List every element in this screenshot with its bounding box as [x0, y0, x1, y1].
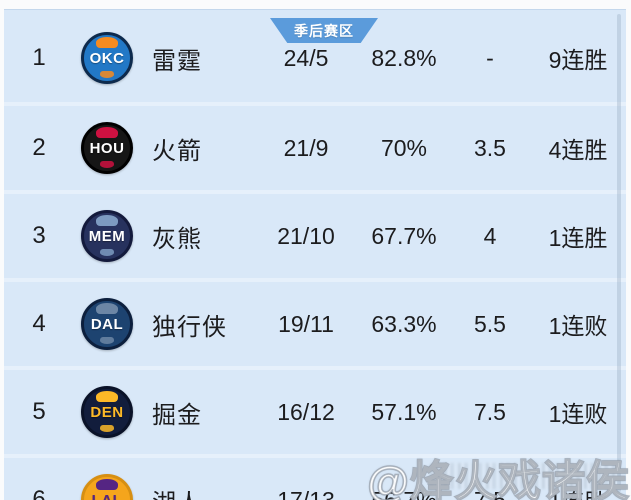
- team-rank: 6: [32, 486, 46, 500]
- team-name: 雷霆: [152, 47, 202, 75]
- lal-lakers-logo-icon: LAL: [81, 474, 133, 500]
- team-name: 湖人: [140, 483, 254, 500]
- team-abbr-label: DEN: [90, 403, 124, 421]
- team-abbr-label: HOU: [89, 139, 125, 157]
- standings-rows: 1 OKC 雷霆 24/5 82.8% - 9连胜 2 HOU 火箭 21/9 70% 3.5 4连胜 3 M…: [4, 14, 626, 500]
- logo-accent: [96, 303, 118, 314]
- team-logo-cell: OKC: [74, 32, 140, 84]
- team-record: 21/9: [283, 134, 329, 161]
- standings-row[interactable]: 5 DEN 掘金 16/12 57.1% 7.5 1连败: [4, 366, 626, 454]
- team-name: 火箭: [152, 137, 202, 165]
- team-games-behind: 7.5: [474, 398, 506, 425]
- team-logo-cell: MEM: [74, 210, 140, 262]
- playoff-zone-badge: 季后赛区: [270, 18, 378, 43]
- team-rank: 5: [32, 398, 46, 425]
- standings-row[interactable]: 3 MEM 灰熊 21/10 67.7% 4 1连胜: [4, 190, 626, 278]
- team-streak: 1连胜: [530, 483, 626, 500]
- team-games-behind: 3.5: [474, 134, 506, 161]
- den-nuggets-logo-icon: DEN: [81, 386, 133, 438]
- team-rank: 1: [32, 44, 46, 71]
- logo-accent-bottom: [100, 337, 114, 344]
- logo-accent: [96, 391, 118, 402]
- standings-row[interactable]: 2 HOU 火箭 21/9 70% 3.5 4连胜: [4, 102, 626, 190]
- logo-accent: [96, 479, 118, 490]
- team-record: 19/11: [278, 310, 334, 337]
- team-record: 24/5: [283, 44, 329, 71]
- team-record: 16/12: [277, 398, 335, 425]
- okc-thunder-logo-icon: OKC: [81, 32, 133, 84]
- standings-table: 季后赛区 1 OKC 雷霆 24/5 82.8% - 9连胜 2 HOU 火箭 21/9 70% 3.5…: [4, 9, 626, 500]
- mem-grizzlies-logo-icon: MEM: [81, 210, 133, 262]
- team-streak: 4连胜: [548, 137, 608, 163]
- team-abbr-label: OKC: [89, 49, 125, 67]
- team-win-pct: 57.1%: [371, 398, 437, 425]
- team-abbr-label: DAL: [90, 315, 124, 333]
- team-record: 21/10: [277, 222, 335, 249]
- team-abbr-label: MEM: [88, 227, 126, 245]
- standings-row[interactable]: 4 DAL 独行侠 19/11 63.3% 5.5 1连败: [4, 278, 626, 366]
- dal-mavericks-logo-icon: DAL: [81, 298, 133, 350]
- team-logo-cell: LAL: [74, 474, 140, 500]
- team-games-behind: 4: [483, 222, 497, 249]
- team-games-behind: -: [486, 44, 494, 71]
- logo-accent: [96, 215, 118, 226]
- team-name: 独行侠: [152, 313, 227, 341]
- logo-accent: [96, 127, 118, 138]
- standings-row[interactable]: 1 OKC 雷霆 24/5 82.8% - 9连胜: [4, 14, 626, 102]
- scrollbar[interactable]: [617, 14, 621, 492]
- team-games-behind: 7.5: [474, 486, 506, 500]
- team-abbr-label: LAL: [91, 491, 123, 500]
- team-win-pct: 82.8%: [371, 44, 437, 71]
- standings-row[interactable]: 6 LAL 湖人 17/13 56.7% 7.5 1连胜: [4, 454, 626, 500]
- team-win-pct: 63.3%: [371, 310, 437, 337]
- team-rank: 4: [32, 310, 46, 337]
- logo-accent-bottom: [100, 249, 114, 256]
- team-record: 17/13: [277, 486, 335, 500]
- team-streak: 9连胜: [548, 47, 608, 73]
- team-streak: 1连败: [548, 313, 608, 339]
- team-logo-cell: DAL: [74, 298, 140, 350]
- team-streak: 1连败: [548, 401, 608, 427]
- team-logo-cell: DEN: [74, 386, 140, 438]
- author-watermark: @烽火戏诸侯: [366, 457, 630, 500]
- team-win-pct: 56.7%: [371, 486, 437, 500]
- logo-accent-bottom: [100, 425, 114, 432]
- logo-accent-bottom: [100, 71, 114, 78]
- team-rank: 2: [32, 134, 46, 161]
- team-name: 掘金: [152, 401, 202, 429]
- team-win-pct: 70%: [380, 134, 428, 161]
- team-streak: 1连胜: [548, 225, 608, 251]
- team-logo-cell: HOU: [74, 122, 140, 174]
- team-rank: 3: [32, 222, 46, 249]
- secondary-watermark-artifact: [430, 463, 620, 489]
- team-name: 灰熊: [152, 225, 202, 253]
- hou-rockets-logo-icon: HOU: [81, 122, 133, 174]
- team-games-behind: 5.5: [474, 310, 506, 337]
- team-win-pct: 67.7%: [371, 222, 437, 249]
- logo-accent: [96, 37, 118, 48]
- logo-accent-bottom: [100, 161, 114, 168]
